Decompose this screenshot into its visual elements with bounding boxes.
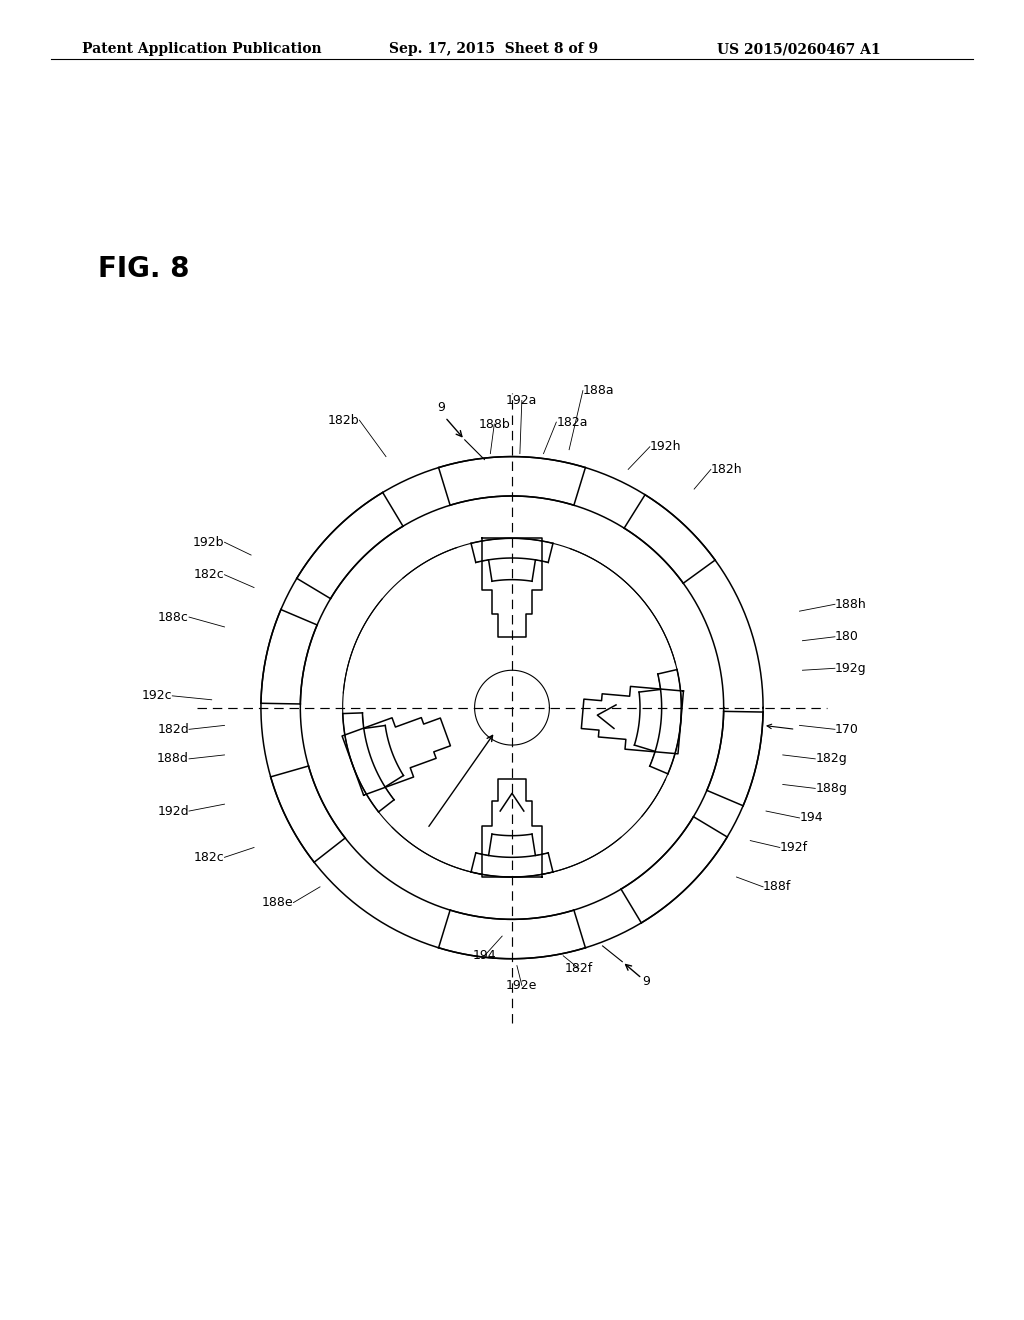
Text: 182b: 182b (328, 413, 359, 426)
Text: 194: 194 (473, 949, 497, 962)
Text: 192e: 192e (506, 979, 538, 991)
Text: 182d: 182d (158, 723, 189, 735)
Text: 192f: 192f (780, 841, 808, 854)
Text: 182h: 182h (711, 463, 742, 477)
Text: 9: 9 (642, 975, 650, 987)
Text: 194: 194 (800, 812, 823, 825)
Text: 182c: 182c (194, 568, 224, 581)
Text: 192c: 192c (141, 689, 172, 702)
Text: 182a: 182a (556, 416, 588, 429)
Text: US 2015/0260467 A1: US 2015/0260467 A1 (717, 42, 881, 57)
Text: Patent Application Publication: Patent Application Publication (82, 42, 322, 57)
Text: 188c: 188c (158, 611, 189, 623)
Text: 188a: 188a (583, 384, 614, 397)
Text: FIG. 8: FIG. 8 (98, 255, 190, 282)
Text: 188e: 188e (262, 896, 294, 909)
Text: 180: 180 (835, 630, 859, 643)
Text: 188f: 188f (763, 880, 792, 894)
Text: 182f: 182f (565, 962, 593, 975)
Text: 170: 170 (835, 723, 859, 735)
Text: 188b: 188b (478, 417, 510, 430)
Text: 192h: 192h (650, 441, 681, 453)
Text: 188g: 188g (815, 781, 847, 795)
Text: 192d: 192d (158, 805, 189, 817)
Text: 182g: 182g (815, 752, 847, 766)
Text: 9: 9 (437, 401, 445, 414)
Text: 182c: 182c (194, 851, 224, 863)
Text: Sep. 17, 2015  Sheet 8 of 9: Sep. 17, 2015 Sheet 8 of 9 (389, 42, 598, 57)
Text: 192g: 192g (835, 661, 866, 675)
Text: 188h: 188h (835, 598, 866, 611)
Text: 192b: 192b (193, 536, 224, 549)
Text: 192a: 192a (506, 393, 538, 407)
Text: 188d: 188d (157, 752, 189, 766)
